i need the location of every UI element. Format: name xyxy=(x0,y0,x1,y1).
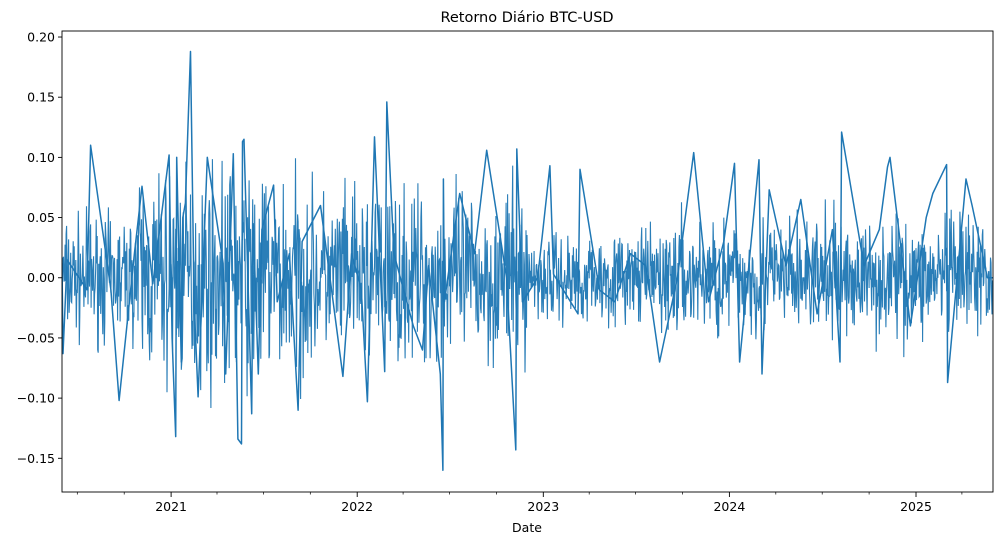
x-axis-label: Date xyxy=(512,520,542,535)
y-tick-label: 0.05 xyxy=(27,210,55,225)
plot-area xyxy=(61,30,994,493)
x-tick-label: 2024 xyxy=(713,499,745,514)
y-tick-label: 0.00 xyxy=(27,270,55,285)
y-axis: −0.15 −0.10 −0.05 0.00 0.05 0.10 0.15 0.20 xyxy=(17,30,62,466)
y-tick-label: −0.10 xyxy=(17,391,55,406)
series-line xyxy=(62,50,993,472)
series-texture xyxy=(62,158,993,409)
y-tick-label: 0.10 xyxy=(27,150,55,165)
x-tick-label: 2022 xyxy=(341,499,373,514)
y-tick-label: −0.05 xyxy=(17,330,55,345)
y-tick-label: −0.15 xyxy=(17,451,55,466)
y-tick-label: 0.20 xyxy=(27,30,55,45)
plot-frame xyxy=(61,30,994,493)
x-tick-label: 2023 xyxy=(527,499,559,514)
x-tick-label: 2025 xyxy=(900,499,932,514)
y-tick-label: 0.15 xyxy=(27,90,55,105)
x-tick-label: 2021 xyxy=(155,499,187,514)
chart-title: Retorno Diário BTC-USD xyxy=(440,10,613,26)
x-axis: 2021 2022 2023 2024 2025 xyxy=(76,492,963,514)
